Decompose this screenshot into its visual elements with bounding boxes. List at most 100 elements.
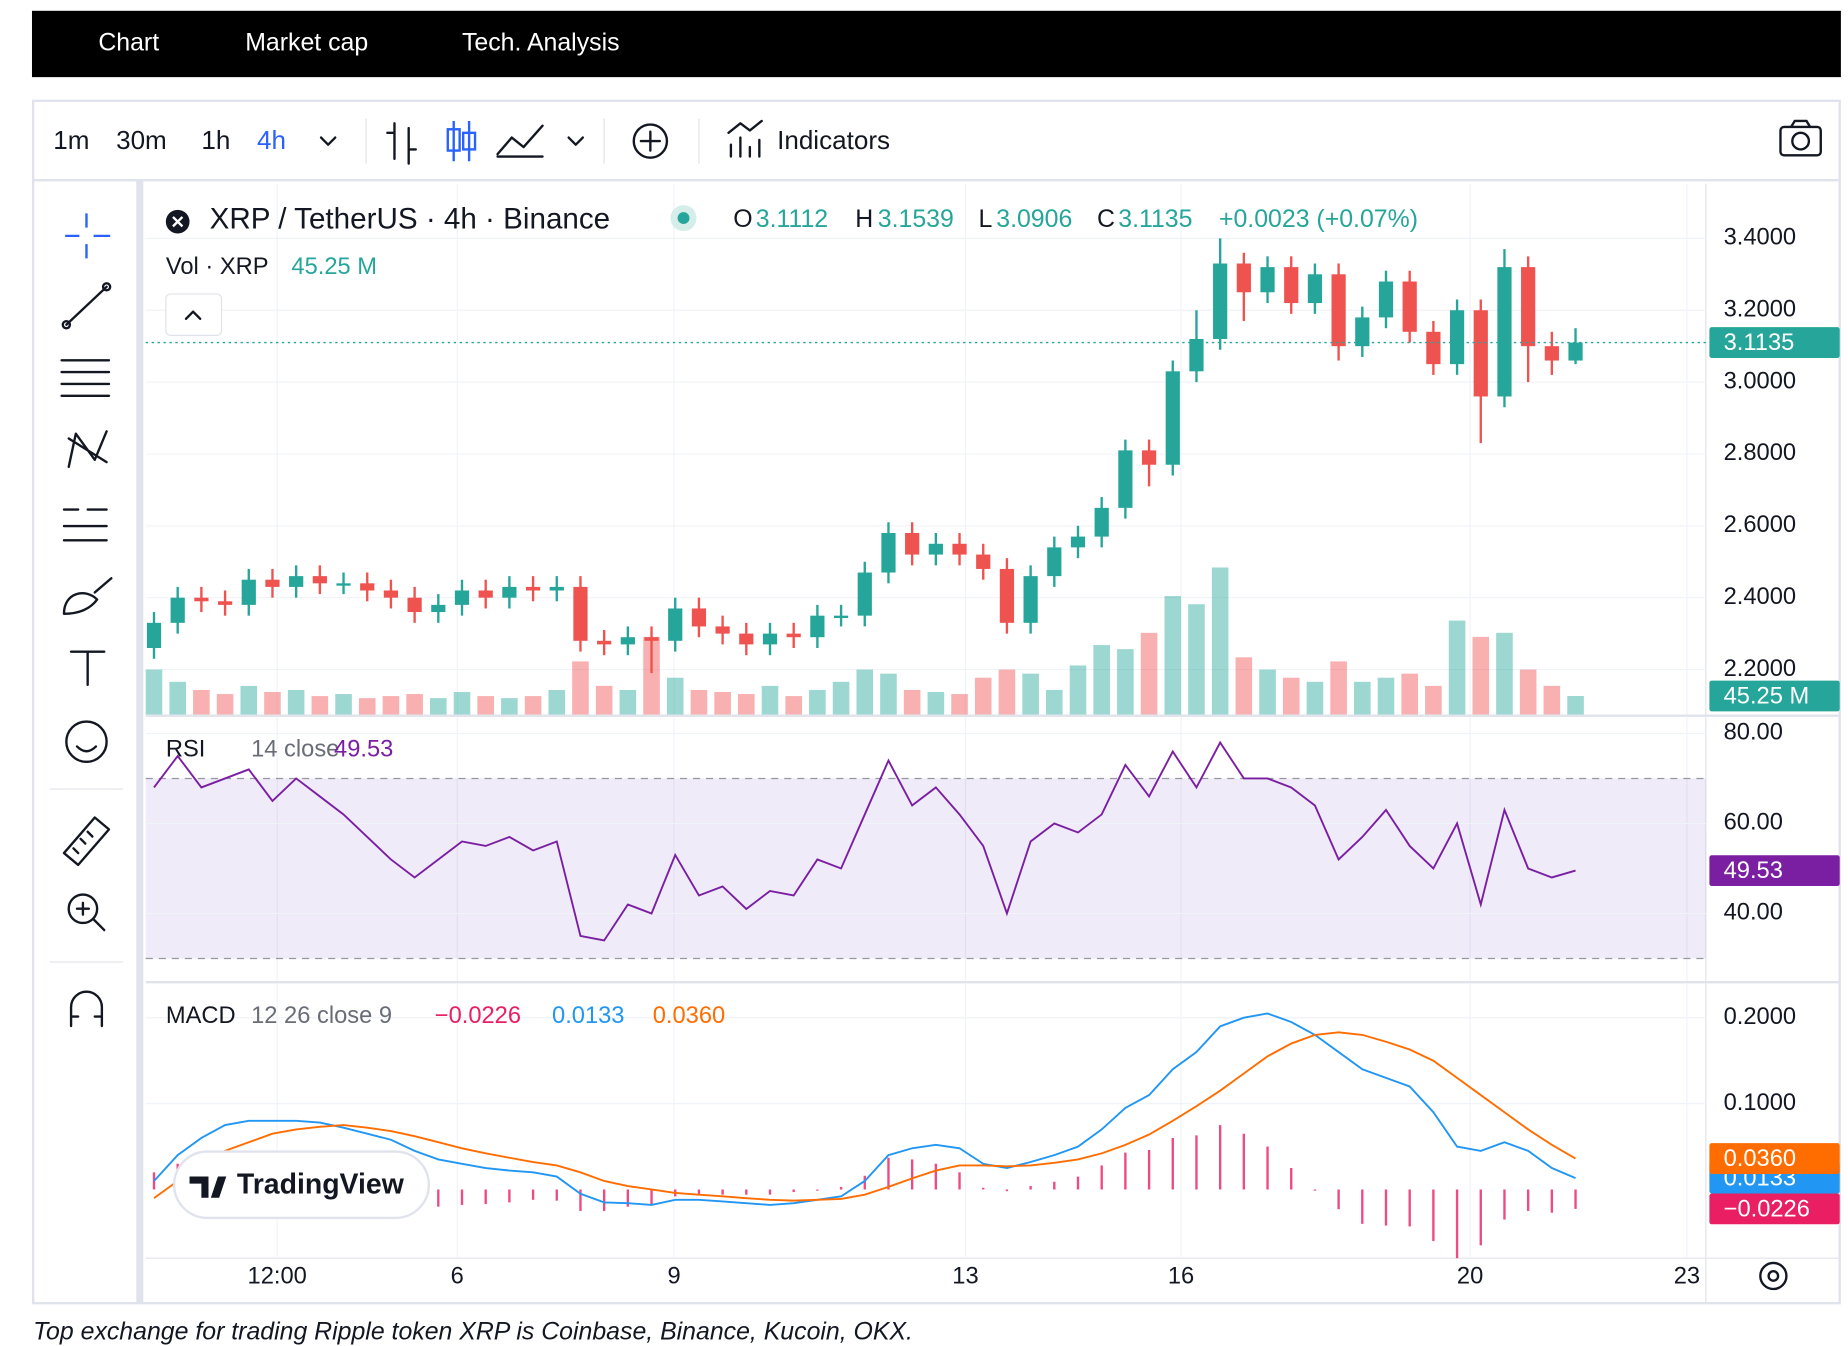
- candle-body: [1070, 536, 1086, 548]
- candle-body: [905, 533, 920, 555]
- macd-histogram-bar: [1479, 1189, 1482, 1246]
- volume-bar: [903, 689, 921, 715]
- volume-bar: [974, 677, 992, 715]
- interval[interactable]: 30m: [116, 125, 167, 155]
- macd-params: 12 26 close 9: [251, 1003, 392, 1029]
- brush-tool[interactable]: [62, 577, 113, 615]
- tab[interactable]: Chart: [98, 29, 159, 57]
- candle-body: [265, 579, 280, 587]
- candle-body: [810, 615, 825, 638]
- area-style-icon[interactable]: [496, 124, 544, 158]
- crosshair-tool[interactable]: [65, 213, 111, 259]
- candle-body: [146, 622, 162, 648]
- volume-bar: [1306, 681, 1324, 715]
- tab[interactable]: Market cap: [245, 29, 368, 57]
- magnet-tool[interactable]: [69, 990, 104, 1028]
- bar-style-icon[interactable]: [386, 122, 417, 165]
- compare-icon[interactable]: [632, 123, 669, 159]
- trendline-end: [101, 282, 112, 292]
- zoom-tool[interactable]: [67, 893, 99, 925]
- volume-bar: [714, 692, 731, 715]
- emoji-tool[interactable]: [65, 720, 108, 764]
- settings-icon[interactable]: [1759, 1261, 1788, 1291]
- volume-bar: [832, 681, 850, 715]
- screenshot-icon[interactable]: [1779, 119, 1822, 157]
- candle-body: [881, 533, 896, 573]
- volume-bar: [1235, 657, 1253, 715]
- chevron[interactable]: [567, 136, 585, 146]
- candle-body: [976, 554, 991, 569]
- candle-body: [762, 633, 778, 645]
- fib-tool[interactable]: [60, 359, 111, 397]
- ruler-tool[interactable]: [62, 816, 111, 867]
- tab[interactable]: Tech. Analysis: [462, 29, 620, 57]
- volume-bar: [1425, 685, 1442, 715]
- candle-body: [1118, 450, 1133, 508]
- watermark[interactable]: TradingView: [172, 1150, 431, 1220]
- candle-body: [1568, 342, 1583, 361]
- macd-histogram-bar: [697, 1189, 701, 1195]
- chevron[interactable]: [319, 136, 337, 146]
- volume-bar: [382, 696, 400, 715]
- macd-histogram-bar: [745, 1189, 748, 1195]
- y-tick-label: 40.00: [1724, 900, 1783, 926]
- macd-title: MACD: [166, 1003, 236, 1029]
- volume-bar: [856, 669, 874, 715]
- volume-bar: [216, 694, 234, 715]
- volume-bar: [406, 694, 423, 715]
- volume-bar: [311, 696, 329, 715]
- volume-bar: [690, 689, 708, 715]
- y-tick-label: 2.2000: [1724, 656, 1796, 682]
- volume-bar: [240, 685, 258, 715]
- trendline-end: [61, 319, 72, 330]
- volume-bar: [477, 696, 494, 715]
- candle-body: [1236, 263, 1251, 293]
- macd-histogram-bar: [531, 1189, 535, 1200]
- macd-histogram-bar: [1242, 1133, 1246, 1190]
- volume-bar: [548, 689, 566, 715]
- volume-bar: [1377, 677, 1395, 715]
- indicators-button[interactable]: Indicators: [777, 125, 890, 155]
- candle-body: [691, 608, 707, 627]
- interval[interactable]: 1m: [53, 125, 89, 155]
- interval[interactable]: 1h: [201, 125, 230, 155]
- volume-bar: [927, 692, 945, 715]
- macd-histogram-bar: [1218, 1125, 1222, 1190]
- price-tag-label: 0.0360: [1724, 1146, 1796, 1172]
- candle-style-icon[interactable]: [446, 120, 477, 162]
- volume-bar: [1567, 695, 1584, 715]
- candle-body: [786, 633, 801, 638]
- volume-bar: [1330, 661, 1347, 715]
- volume-bar: [1093, 645, 1110, 715]
- x-tick-label: 13: [952, 1263, 978, 1289]
- candle-body: [739, 633, 754, 645]
- collapse-button[interactable]: [165, 293, 223, 336]
- watermark-text: TradingView: [237, 1168, 405, 1200]
- text-tool[interactable]: [69, 650, 106, 687]
- volume-bar: [358, 698, 376, 715]
- macd-line: [153, 1031, 1577, 1202]
- price-tag-label: −0.0226: [1724, 1196, 1810, 1222]
- y-tick-label: 2.6000: [1724, 512, 1796, 538]
- candle-body: [1497, 267, 1512, 397]
- candle-body: [857, 572, 872, 616]
- y-tick-label: 60.00: [1724, 810, 1783, 836]
- symbol-title[interactable]: XRP / TetherUS · 4h · Binance: [210, 202, 610, 235]
- volume-bar: [1211, 567, 1229, 715]
- macd-histogram-bar: [579, 1189, 582, 1211]
- indicators-icon[interactable]: [727, 119, 763, 158]
- pattern-tool[interactable]: [67, 430, 108, 469]
- trendline-tool[interactable]: [65, 285, 108, 326]
- ohlc-key: H: [855, 205, 873, 233]
- volume-bar: [1354, 681, 1371, 715]
- interval[interactable]: 4h: [257, 125, 286, 155]
- prediction-tool[interactable]: [62, 508, 108, 542]
- candle-body: [289, 576, 304, 587]
- macd-histogram-bar: [1005, 1189, 1009, 1192]
- candle-body: [431, 604, 446, 613]
- rsi-band: [145, 778, 1706, 959]
- macd-histogram-bar: [650, 1189, 653, 1205]
- candle-body: [407, 597, 422, 613]
- volume-bar: [1519, 669, 1537, 715]
